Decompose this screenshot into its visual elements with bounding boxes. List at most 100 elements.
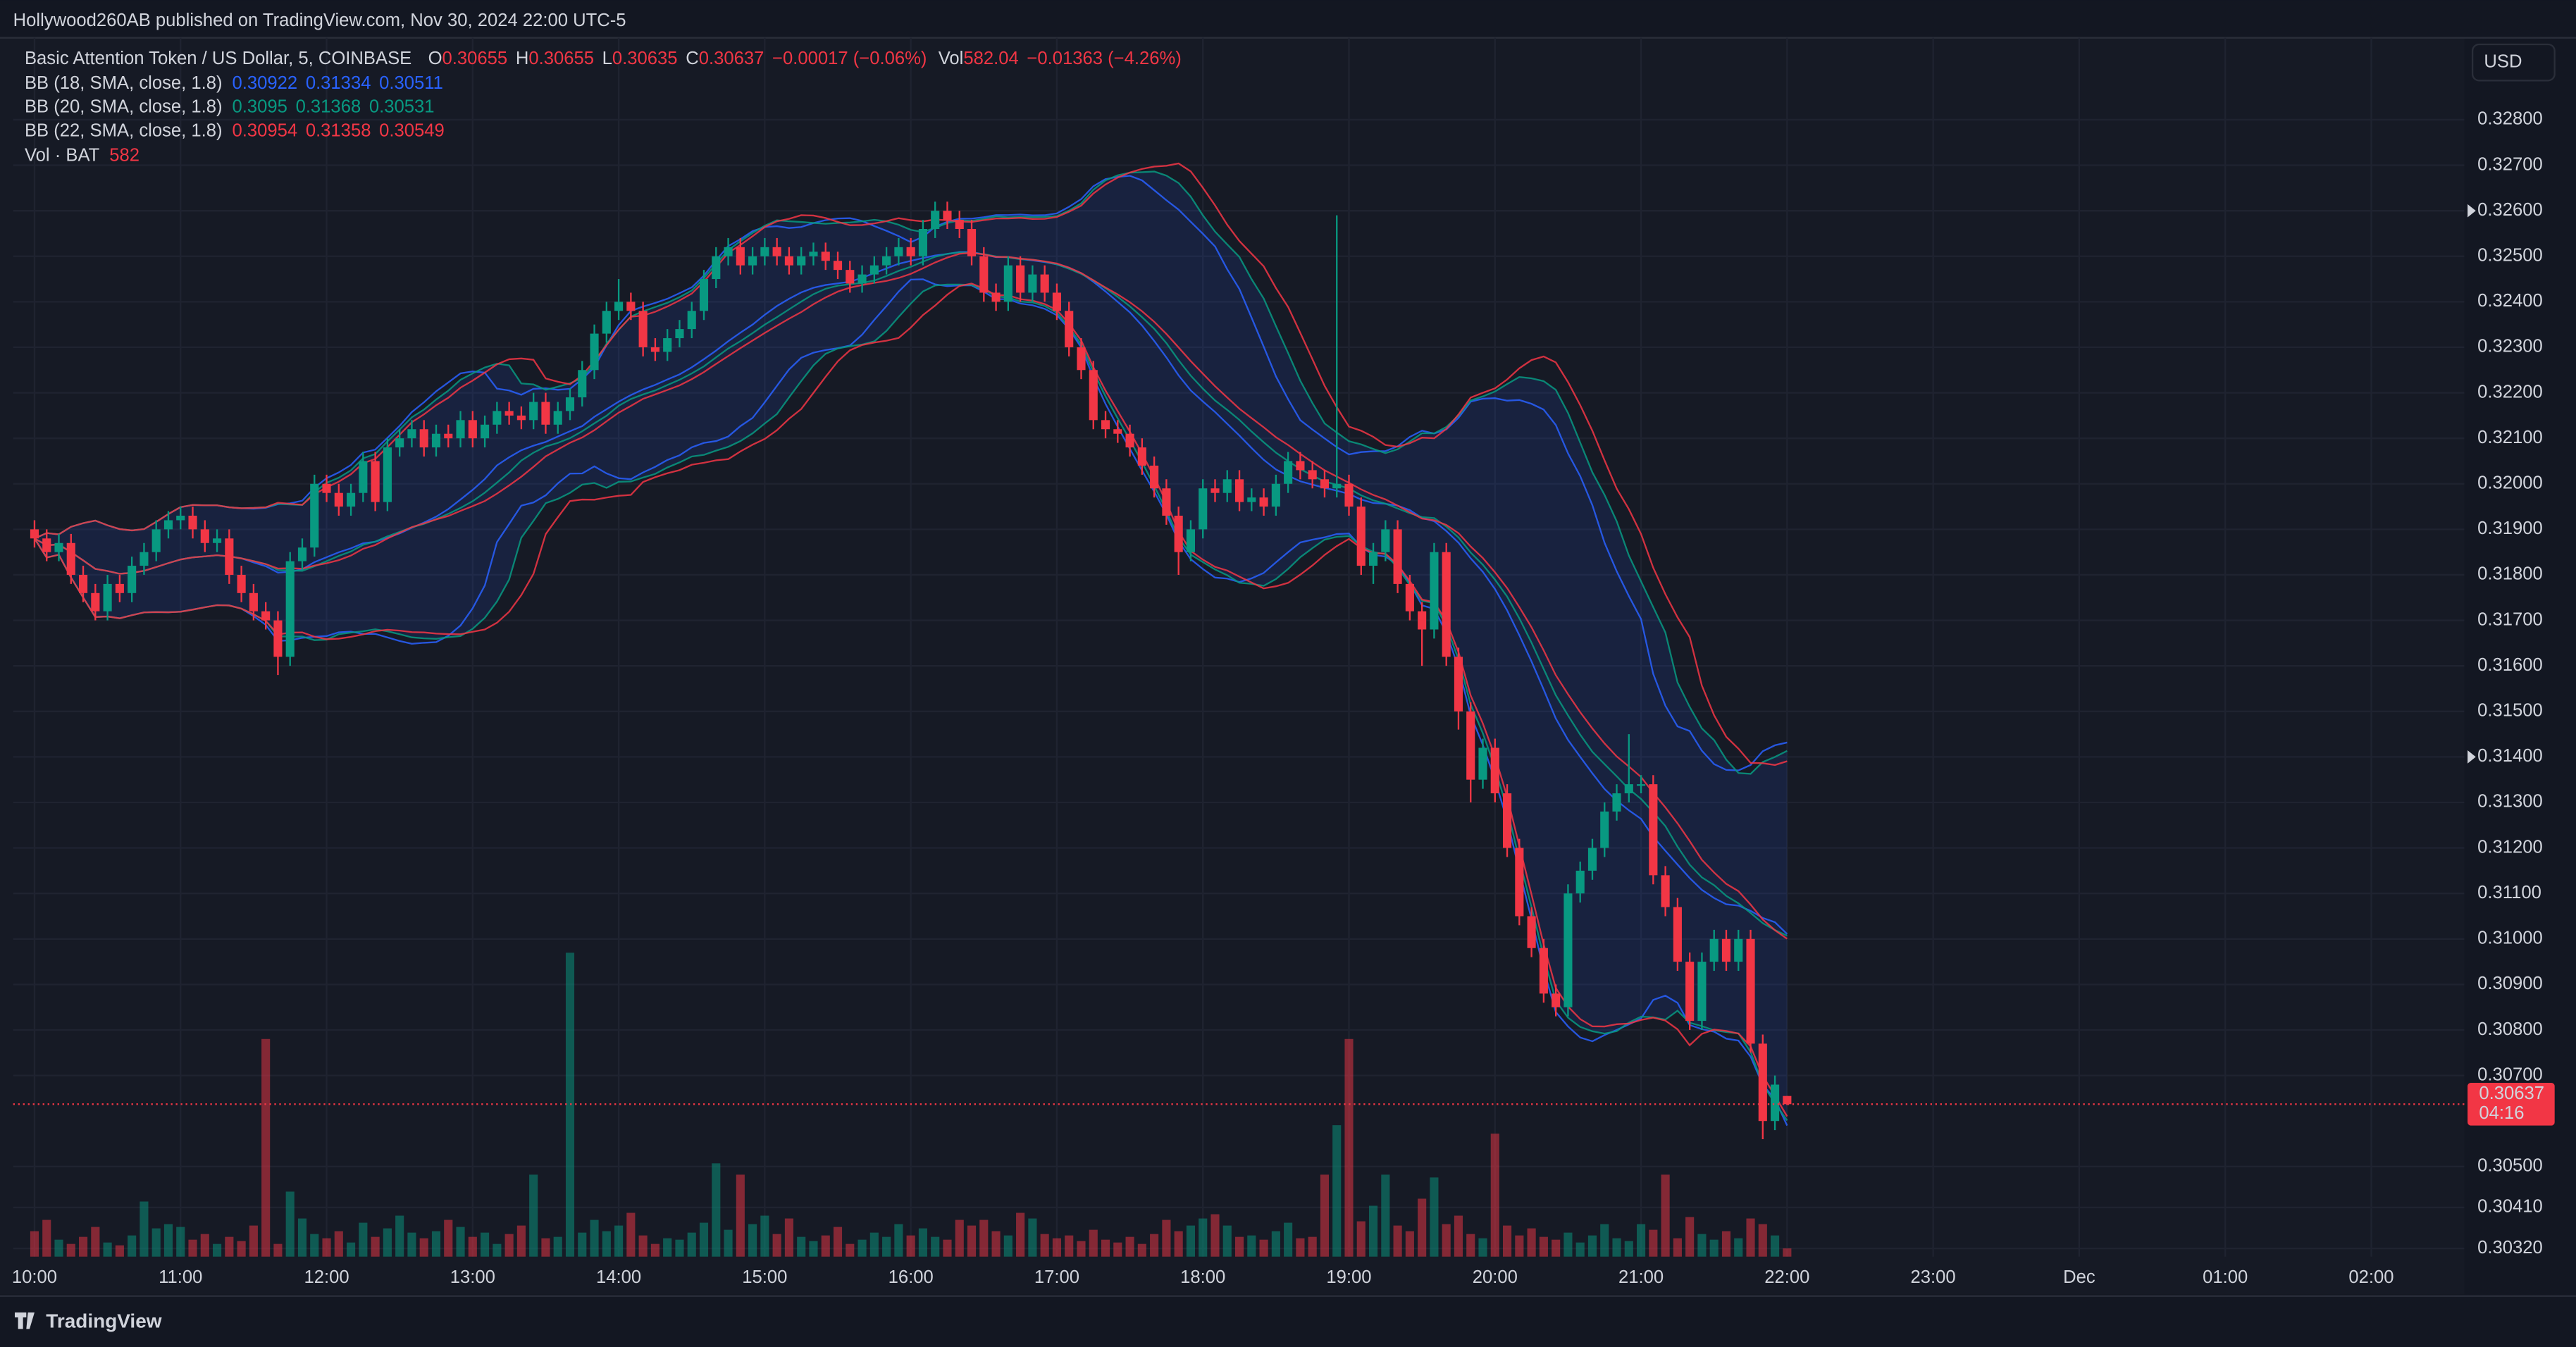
volume-bar: [516, 1225, 526, 1257]
candle-body: [1296, 461, 1305, 471]
volume-bar: [1113, 1242, 1122, 1257]
candle-body: [493, 411, 502, 425]
y-tick-label: 0.32800: [2477, 109, 2543, 129]
volume-bar: [955, 1219, 964, 1257]
candle-body: [444, 433, 453, 439]
x-tick-label: 12:00: [304, 1267, 349, 1287]
volume-bar: [1466, 1234, 1475, 1257]
volume-bar: [395, 1215, 404, 1257]
y-tick-label: 0.32200: [2477, 382, 2543, 402]
tick-flag: [2467, 750, 2476, 764]
volume-bar: [1003, 1235, 1013, 1257]
candle-body: [115, 583, 124, 593]
volume-bar: [809, 1241, 818, 1257]
candle-body: [1222, 479, 1232, 493]
volume-bar: [1783, 1248, 1792, 1257]
candle-body: [1612, 793, 1621, 812]
candle-body: [1247, 497, 1256, 502]
candle-body: [1186, 529, 1196, 552]
candle-body: [1405, 583, 1414, 612]
legend-text: L: [602, 49, 612, 68]
candle-body: [1052, 292, 1062, 311]
y-tick-label: 0.31600: [2477, 655, 2543, 675]
candle-body: [1125, 433, 1134, 448]
y-tick-label: 0.32500: [2477, 246, 2543, 266]
candle-body: [1649, 784, 1658, 876]
volume-bar: [1356, 1221, 1366, 1257]
candle-body: [1490, 747, 1499, 794]
candle-body: [188, 515, 197, 530]
volume-bar: [285, 1191, 295, 1257]
candle-body: [894, 247, 903, 256]
candle-body: [784, 256, 793, 266]
volume-bar: [1101, 1239, 1110, 1257]
candle-body: [748, 256, 757, 266]
volume-bar: [724, 1229, 733, 1257]
legend-text: 0.3095: [233, 97, 287, 117]
volume-bar: [1162, 1219, 1171, 1257]
volume-bar: [1284, 1222, 1293, 1257]
candle-body: [1709, 938, 1719, 962]
volume-bar: [541, 1238, 550, 1257]
y-tick-label: 0.30410: [2477, 1197, 2543, 1217]
volume-bar: [1624, 1241, 1633, 1257]
volume-bar: [736, 1174, 745, 1257]
candle-body: [310, 483, 319, 548]
volume-bar: [200, 1234, 209, 1257]
candle-body: [565, 397, 575, 411]
candle-body: [297, 547, 307, 561]
volume-bar: [1271, 1231, 1280, 1257]
volume-bar: [869, 1232, 879, 1257]
volume-bar: [979, 1219, 989, 1257]
candle-body: [285, 561, 295, 657]
volume-bar: [1065, 1235, 1074, 1257]
volume-bar: [784, 1218, 793, 1257]
legend-text: O: [428, 49, 442, 68]
volume-bar: [78, 1236, 88, 1257]
x-tick-label: 10:00: [12, 1267, 57, 1287]
x-tick-label: 16:00: [888, 1267, 934, 1287]
candle-body: [249, 592, 258, 612]
y-tick-label: 0.30800: [2477, 1019, 2543, 1039]
candle-body: [347, 492, 356, 507]
volume-bar: [846, 1243, 855, 1257]
volume-bar: [943, 1239, 952, 1257]
volume-bar: [1210, 1214, 1220, 1257]
candle-body: [1697, 962, 1707, 1022]
price-label-box: [2467, 1082, 2555, 1126]
volume-bar: [1527, 1228, 1536, 1257]
bb-basis: [34, 252, 1788, 937]
currency-label[interactable]: USD: [2484, 51, 2522, 71]
volume-bar: [1344, 1038, 1354, 1257]
volume-bar: [1393, 1225, 1402, 1257]
volume-bar: [638, 1235, 648, 1257]
candle-body: [1150, 465, 1159, 489]
x-tick-label: 02:00: [2348, 1267, 2394, 1287]
volume-bar: [1515, 1235, 1524, 1257]
volume-bar: [1150, 1234, 1159, 1257]
candle-body: [1478, 747, 1487, 780]
currency-button[interactable]: [2471, 43, 2556, 82]
volume-bar: [1746, 1218, 1755, 1257]
candle-body: [334, 492, 343, 507]
candle-body: [1758, 1043, 1767, 1122]
candle-body: [1600, 811, 1609, 848]
candle-body: [712, 256, 721, 280]
volume-bar: [213, 1243, 222, 1257]
candle-body: [1685, 962, 1695, 1022]
volume-bar: [833, 1227, 843, 1257]
volume-bar: [1052, 1238, 1062, 1257]
candle-body: [967, 228, 977, 256]
candle-body: [1552, 993, 1561, 1007]
candle-body: [918, 228, 927, 256]
volume-bar: [1552, 1239, 1561, 1257]
candle-body: [1028, 274, 1037, 293]
candle-body: [553, 411, 562, 425]
volume-bar: [1320, 1174, 1330, 1257]
candle-body: [687, 311, 696, 330]
y-tick-label: 0.31300: [2477, 792, 2543, 812]
volume-bar: [1077, 1241, 1086, 1257]
volume-bar: [1600, 1224, 1609, 1257]
volume-bar: [918, 1228, 927, 1257]
legend-text: 0.30635: [612, 49, 678, 68]
